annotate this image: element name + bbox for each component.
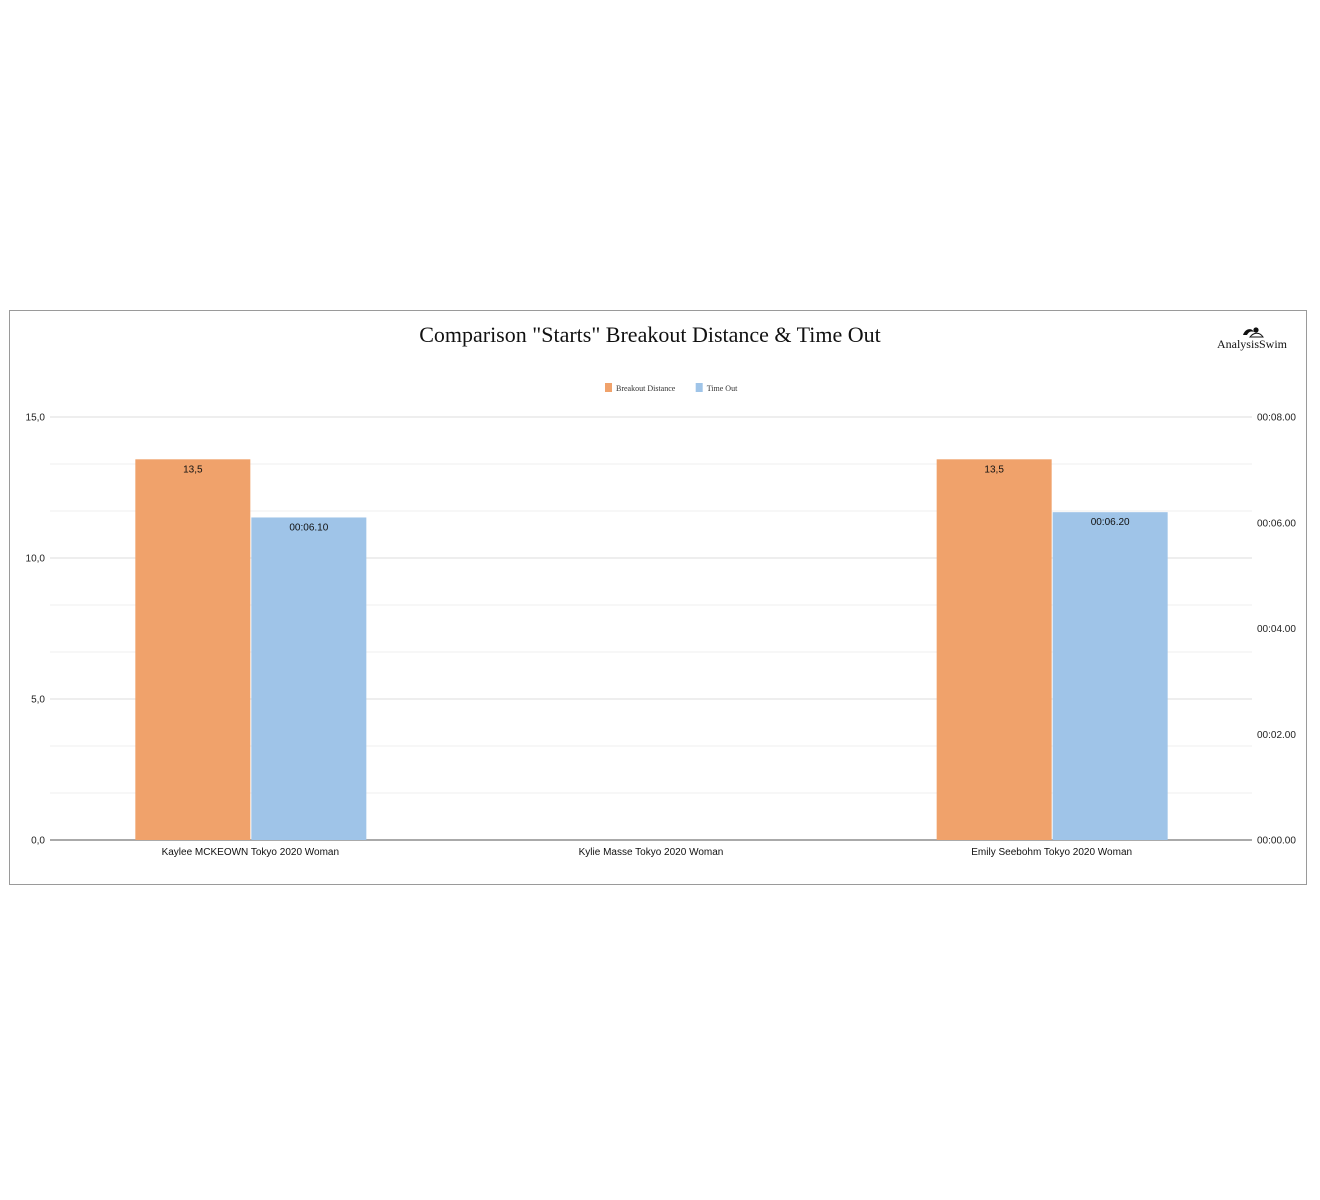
swimmer-logo-icon [1243, 327, 1264, 338]
bar-breakout-distance [135, 459, 251, 840]
bar-data-label: 13,5 [984, 464, 1004, 475]
right-axis-tick-label: 00:02.00 [1257, 730, 1296, 741]
right-axis-tick-label: 00:04.00 [1257, 624, 1296, 635]
chart-text: 0,0 5,0 10,0 15,0 00:00.00 00:02.00 00:04.00 00… [26, 383, 1296, 858]
bar-time-out [1052, 512, 1168, 840]
category-label: Emily Seebohm Tokyo 2020 Woman [971, 847, 1132, 858]
right-axis-tick-label: 00:00.00 [1257, 836, 1296, 847]
logo: AnalysisSwim [1217, 327, 1288, 351]
chart-title: Comparison "Starts" Breakout Distance & … [419, 322, 881, 347]
left-axis-tick-label: 10,0 [26, 554, 46, 565]
right-axis-tick-label: 00:06.00 [1257, 518, 1296, 529]
category-label: Kylie Masse Tokyo 2020 Woman [579, 847, 724, 858]
left-axis-tick-label: 5,0 [31, 695, 45, 706]
bar-data-label: 00:06.20 [1091, 517, 1130, 528]
right-axis-tick-label: 00:08.00 [1257, 413, 1296, 424]
legend-label: Time Out [707, 384, 738, 393]
left-axis-tick-label: 0,0 [31, 836, 45, 847]
legend-label: Breakout Distance [616, 384, 676, 393]
bars [135, 459, 1168, 840]
logo-text: AnalysisSwim [1217, 337, 1288, 351]
bar-data-label: 00:06.10 [289, 522, 328, 533]
bar-breakout-distance [936, 459, 1052, 840]
legend-swatch [605, 383, 612, 392]
left-axis-tick-label: 15,0 [26, 413, 46, 424]
legend-swatch [695, 383, 703, 392]
bar-data-label: 13,5 [183, 464, 203, 475]
category-label: Kaylee MCKEOWN Tokyo 2020 Woman [162, 847, 339, 858]
bar-time-out [251, 517, 367, 840]
